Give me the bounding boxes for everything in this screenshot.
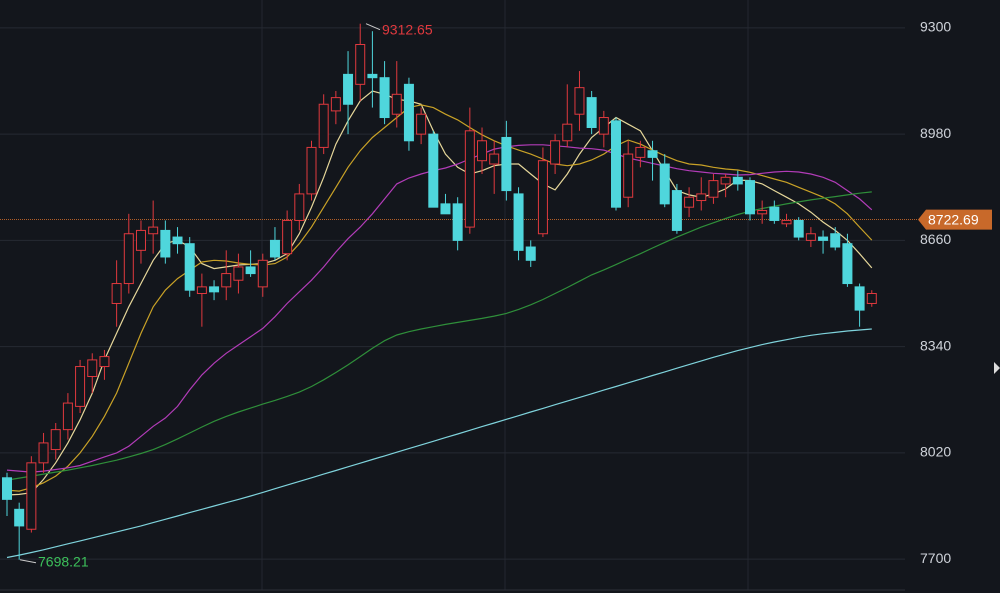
candle-body: [269, 239, 280, 258]
candle-body: [866, 293, 877, 304]
candle-body: [623, 153, 634, 198]
candle-body: [184, 243, 195, 291]
candle-body: [123, 233, 134, 285]
candle-body: [209, 286, 220, 293]
candle-body: [38, 442, 49, 464]
candle-body: [14, 508, 25, 527]
candle-body: [330, 97, 341, 112]
candle-body: [221, 273, 232, 288]
candle-body: [111, 283, 122, 304]
candle-body: [501, 136, 512, 192]
plot: 7700 8020 8340 8660 8980 9300 9312.65 7698.21 87…: [0, 19, 992, 569]
candle-body: [562, 123, 573, 142]
y-tick-label: 9300: [920, 19, 951, 35]
candle-body: [818, 236, 829, 241]
candle-body: [574, 87, 585, 115]
candle-body: [2, 477, 12, 500]
candle-body: [403, 83, 414, 142]
candle-body: [50, 429, 61, 451]
candle-body: [757, 210, 768, 215]
max-label: 9312.65: [382, 21, 433, 37]
ma-line: [6, 104, 873, 492]
candle-body: [537, 160, 548, 235]
candle-body: [282, 219, 293, 255]
y-tick-label: 8020: [920, 444, 951, 460]
candle-body: [842, 243, 853, 285]
candle-body: [805, 233, 816, 241]
candle-body: [87, 359, 98, 378]
y-tick-label: 8340: [920, 337, 951, 353]
candle-body: [172, 236, 183, 245]
candle-body: [769, 206, 780, 221]
min-pointer: [19, 559, 37, 564]
candle-body: [671, 190, 682, 231]
candle-body: [854, 286, 865, 311]
candle-body: [830, 233, 841, 248]
candle-body: [452, 203, 463, 241]
candle-body: [793, 219, 804, 238]
candle-body: [586, 97, 597, 128]
candle-body: [720, 176, 731, 185]
y-tick-label: 7700: [920, 550, 951, 566]
candle-body: [318, 103, 329, 148]
candle-body: [635, 146, 646, 158]
ma-line: [6, 90, 873, 496]
min-label: 7698.21: [38, 553, 89, 569]
candle-body: [696, 193, 707, 202]
candle-body: [489, 153, 500, 165]
candle-body: [99, 356, 110, 368]
candle-body: [708, 180, 719, 198]
candle-body: [513, 193, 524, 251]
candle-body: [525, 246, 536, 261]
candle-body: [245, 266, 256, 275]
candle-body: [391, 93, 402, 115]
candle-body: [659, 163, 670, 205]
candle-body: [343, 73, 354, 105]
candle-body: [732, 176, 743, 185]
candle-body: [781, 219, 792, 225]
ma-line: [6, 144, 873, 473]
ma-line: [6, 191, 872, 481]
candle-body: [160, 229, 171, 258]
candle-body: [62, 402, 73, 431]
candle-body: [428, 133, 439, 208]
candle-body: [196, 286, 207, 295]
candle-body: [550, 140, 561, 165]
ma-line: [6, 328, 872, 559]
candle-body: [611, 120, 621, 208]
candle-body: [26, 462, 37, 530]
candle-body: [416, 113, 427, 135]
y-tick-label: 8980: [920, 125, 951, 141]
candle-body: [477, 140, 488, 162]
candle-body: [464, 130, 475, 228]
candle-body: [367, 73, 378, 79]
last-price-box: [918, 209, 992, 230]
candle-body: [306, 146, 317, 195]
candle-body: [684, 196, 695, 208]
candle-body: [744, 180, 755, 215]
candle-body: [440, 203, 451, 215]
y-tick-label: 8660: [920, 231, 951, 247]
last-price-label: 8722.69: [928, 211, 979, 227]
max-pointer: [365, 23, 381, 31]
candle-body: [135, 229, 146, 251]
candle-body: [233, 266, 244, 281]
candle-body: [598, 117, 609, 135]
expand-arrow[interactable]: [994, 362, 1000, 374]
candle-body: [647, 150, 658, 158]
candle-body: [148, 226, 159, 235]
candle-body: [294, 193, 305, 221]
candle-body: [257, 259, 268, 288]
candle-body: [75, 366, 86, 407]
candle-body: [379, 77, 390, 119]
candle-body: [355, 43, 366, 85]
